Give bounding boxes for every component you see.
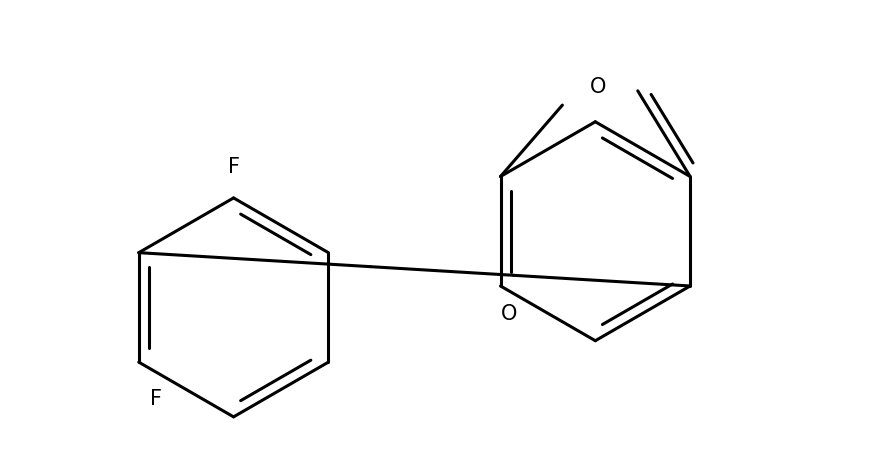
Text: F: F: [151, 389, 162, 409]
Text: O: O: [589, 77, 606, 97]
Text: O: O: [501, 304, 517, 324]
Text: F: F: [228, 157, 239, 177]
